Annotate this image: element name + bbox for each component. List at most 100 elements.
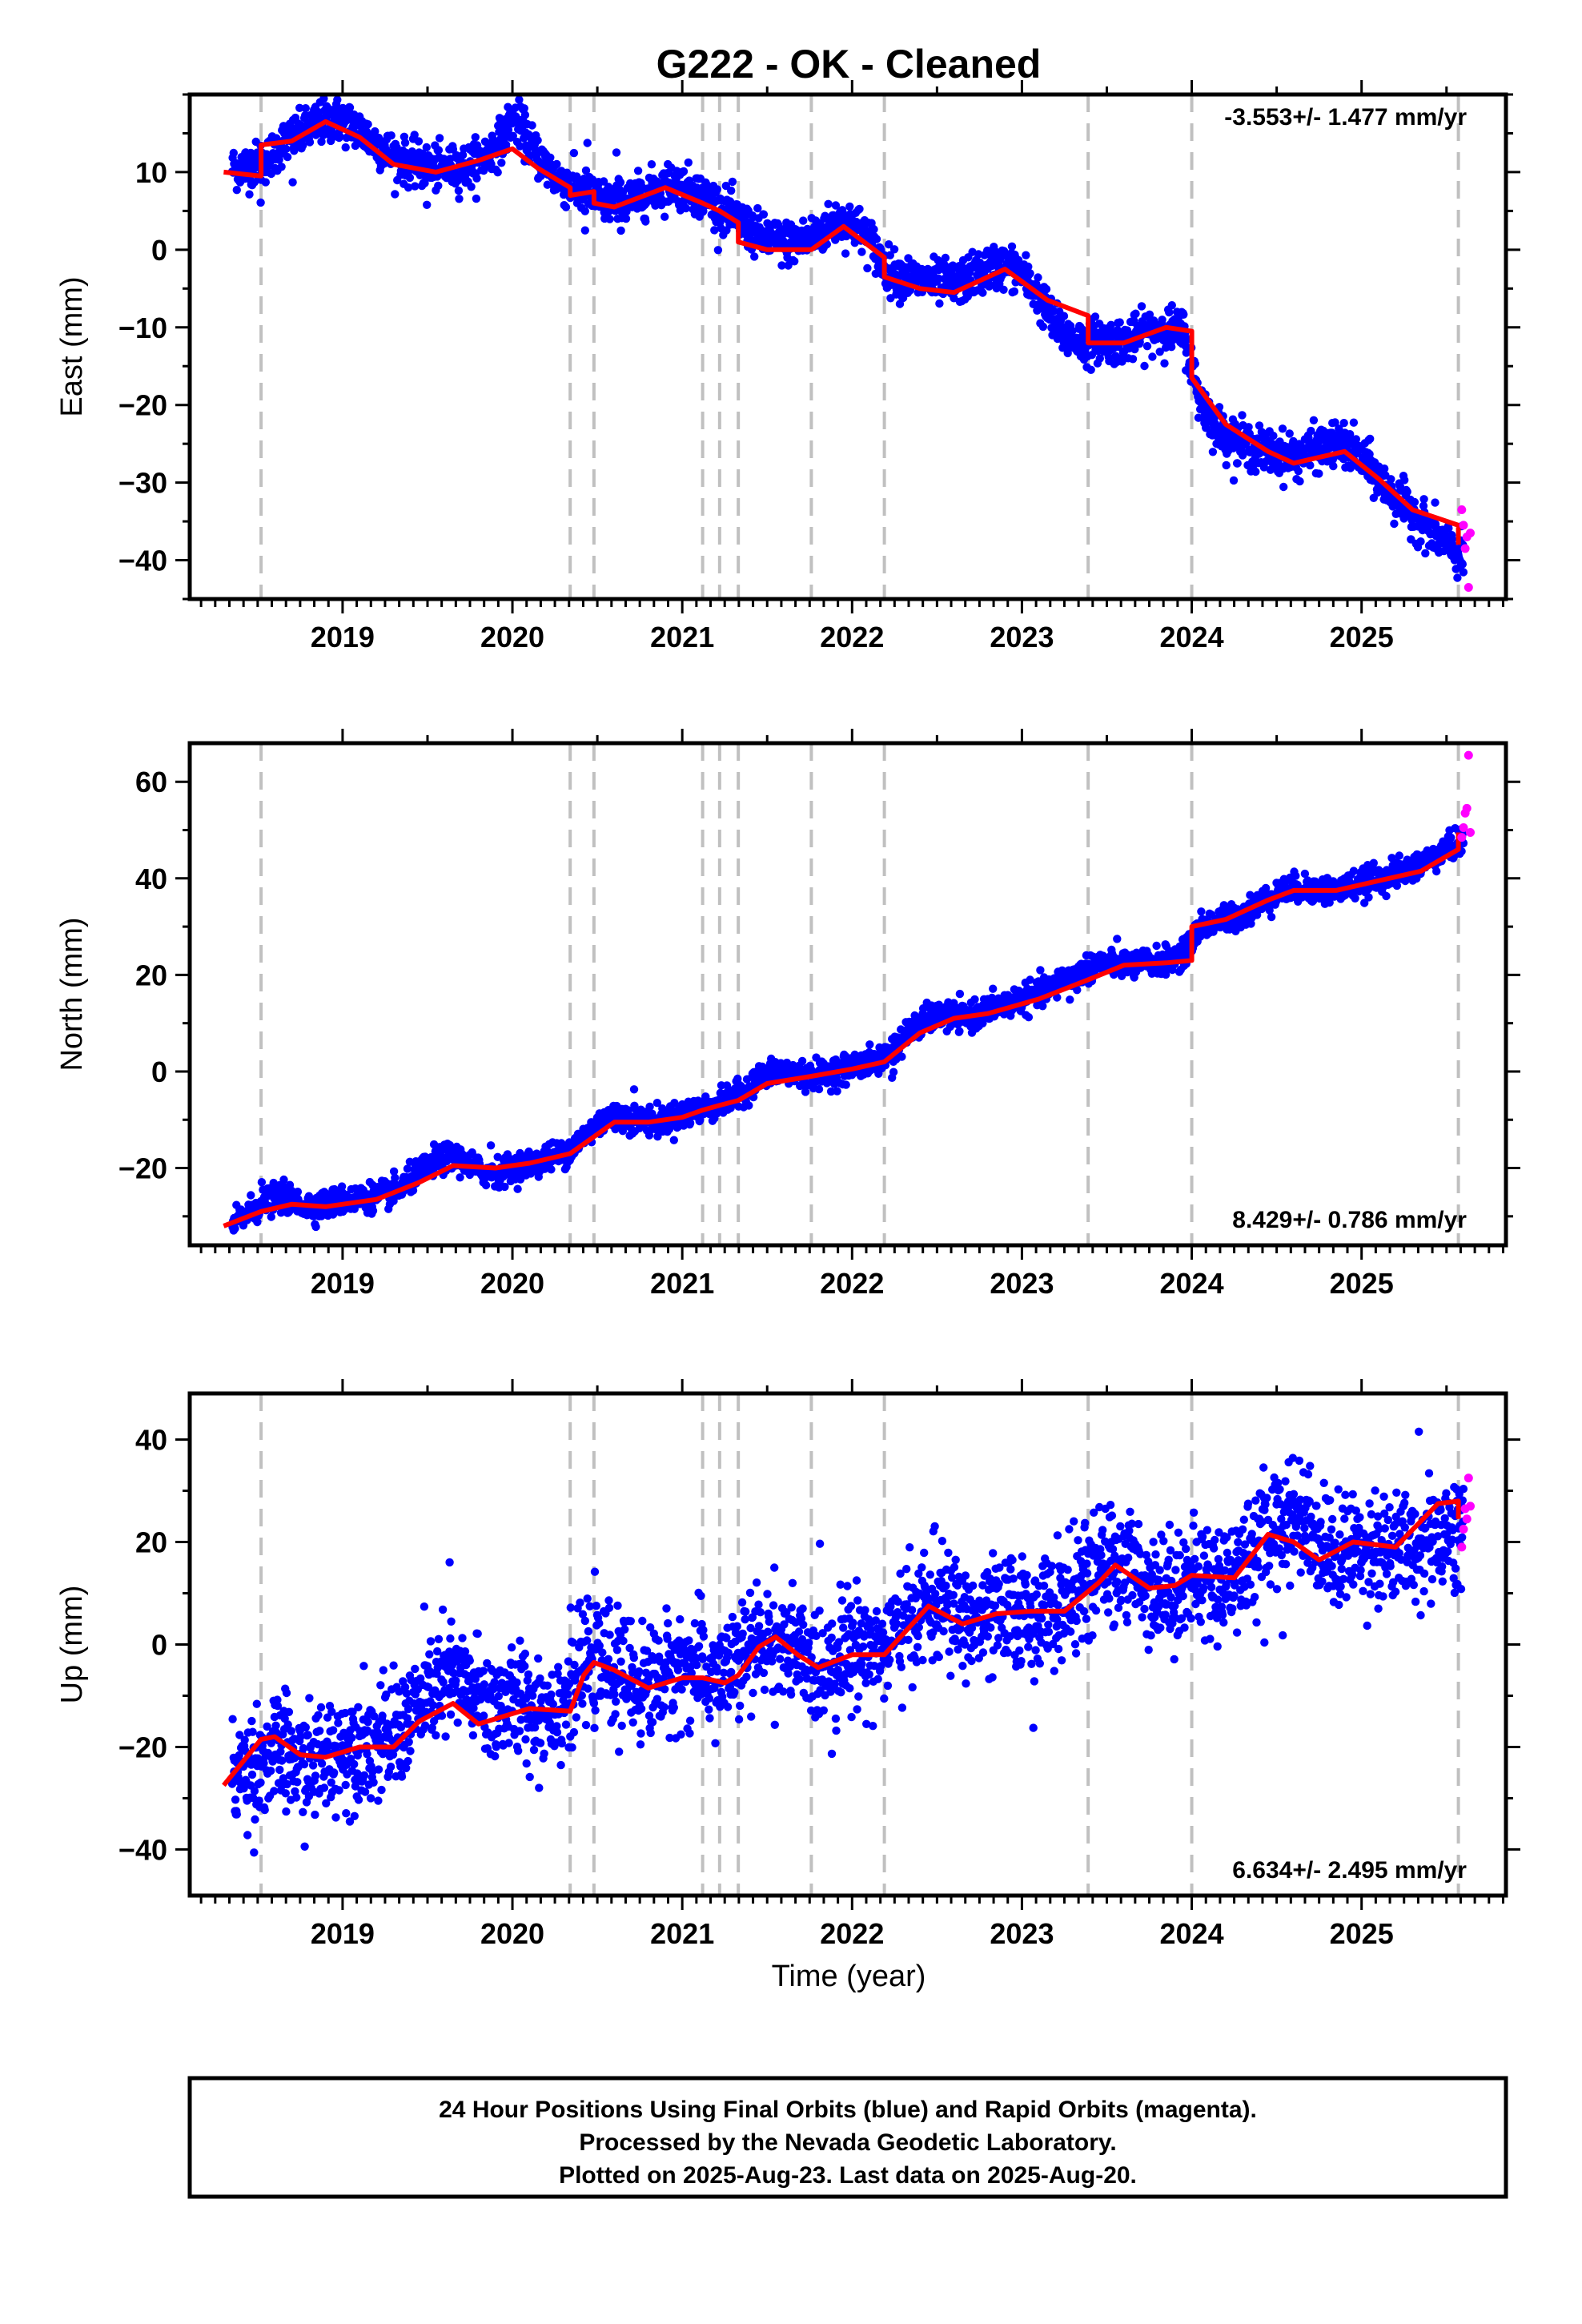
final-orbit-point [1431, 498, 1439, 507]
final-orbit-point [1179, 310, 1188, 319]
final-orbit-point [561, 203, 571, 211]
plot-area-north [223, 743, 1475, 1245]
final-orbit-point [1042, 284, 1051, 294]
y-tick-label: 0 [151, 234, 167, 267]
final-orbit-point [1458, 560, 1468, 569]
final-orbit-point [389, 1167, 399, 1176]
final-orbit-point [1140, 361, 1149, 371]
final-orbit-point [391, 190, 400, 199]
final-orbit-point [400, 139, 410, 147]
final-orbit-point [1238, 411, 1247, 420]
final-orbit-point [408, 1186, 418, 1195]
final-orbit-point [1167, 301, 1177, 310]
final-orbit-point [838, 208, 847, 217]
final-orbit-point [774, 220, 783, 230]
final-orbit-point [1349, 418, 1359, 427]
final-orbit-point [1022, 251, 1030, 259]
final-orbit-point [467, 183, 476, 191]
final-orbit-point [454, 186, 464, 195]
final-orbit-point [232, 186, 241, 195]
final-orbit-point [645, 1102, 654, 1112]
final-orbit-point [497, 159, 506, 167]
rate-annotation-east: -3.553+/- 1.477 mm/yr [1224, 104, 1467, 131]
y-tick-label: −30 [118, 467, 167, 500]
final-orbit-point [1222, 460, 1231, 470]
x-tick-label: 2024 [1160, 621, 1224, 653]
final-orbit-point [516, 142, 524, 151]
final-orbit-point [405, 173, 415, 183]
final-orbit-point [1229, 476, 1239, 485]
final-orbit-point [261, 178, 270, 187]
final-orbit-point [759, 210, 769, 219]
final-orbit-point [345, 103, 355, 112]
final-orbit-point [669, 1136, 678, 1144]
final-orbit-point [299, 141, 307, 150]
final-orbit-point [1339, 419, 1348, 428]
final-orbit-point [1351, 435, 1361, 444]
final-orbit-point [1329, 461, 1338, 471]
final-orbit-point [581, 166, 591, 175]
final-orbit-point [245, 190, 254, 199]
final-orbit-point [1307, 426, 1315, 436]
final-orbit-point [799, 216, 808, 225]
final-orbit-point [872, 235, 881, 243]
final-orbit-point [1090, 312, 1100, 321]
y-tick-label: −10 [118, 312, 167, 344]
panel-east: 2019 2020 2021 2022 2023 2024 2025100−10−20−30… [55, 80, 1520, 653]
final-orbit-point [978, 288, 987, 297]
final-orbit-point [1244, 423, 1253, 432]
final-orbit-point [713, 185, 721, 194]
final-orbit-point [605, 215, 614, 223]
final-orbit-point [831, 201, 841, 210]
final-orbit-point [651, 201, 660, 210]
final-orbit-point [845, 202, 854, 211]
final-orbit-point [797, 1056, 807, 1066]
final-orbit-point [1309, 416, 1319, 424]
model-line [223, 119, 1461, 545]
final-orbit-point [569, 148, 579, 158]
final-orbit-point [1095, 354, 1105, 363]
final-orbit-point [1158, 316, 1166, 324]
final-orbit-point [411, 182, 420, 191]
final-orbit-point [1410, 497, 1419, 507]
final-orbit-point [288, 178, 297, 187]
final-orbit-point [391, 1173, 400, 1183]
final-orbit-point [580, 226, 589, 235]
final-orbit-point [1036, 966, 1045, 975]
final-orbit-point [1038, 1002, 1047, 1011]
rapid-orbit-point [1460, 544, 1470, 553]
final-orbit-point [865, 1040, 874, 1049]
final-orbit-point [552, 159, 561, 169]
final-orbit-point [647, 160, 656, 169]
chart-title: G222 - OK - Cleaned [656, 42, 1042, 86]
rapid-orbit-point [1466, 529, 1475, 538]
final-orbit-point [1024, 1013, 1034, 1022]
final-orbit-point [679, 167, 689, 176]
final-orbit-point [842, 231, 851, 241]
final-orbit-point [414, 137, 424, 146]
final-orbit-point [333, 95, 342, 104]
final-orbit-point [513, 1184, 522, 1193]
final-orbit-point [753, 203, 762, 213]
final-orbit-point [1115, 318, 1124, 327]
final-orbit-point [1233, 459, 1242, 468]
final-orbit-point [814, 1084, 824, 1094]
final-orbit-point [317, 137, 326, 147]
final-orbit-point [935, 299, 944, 308]
final-orbit-point [404, 183, 413, 192]
final-orbit-point [1380, 464, 1389, 473]
panel-north: 2019 2020 2021 2022 2023 2024 20256040200−20No… [55, 729, 1520, 1300]
final-orbit-point [410, 131, 419, 139]
final-orbit-point [884, 240, 893, 249]
final-orbit-point [633, 167, 643, 175]
final-orbit-point [1059, 312, 1069, 320]
rapid-orbit-point [1464, 583, 1473, 592]
rapid-orbit-point [1457, 505, 1467, 514]
final-orbit-point [745, 1101, 753, 1110]
final-orbit-point [472, 174, 481, 183]
final-orbit-point [405, 1157, 415, 1167]
final-orbit-point [1366, 434, 1375, 444]
final-orbit-point [279, 1175, 288, 1184]
final-orbit-point [403, 1164, 412, 1173]
